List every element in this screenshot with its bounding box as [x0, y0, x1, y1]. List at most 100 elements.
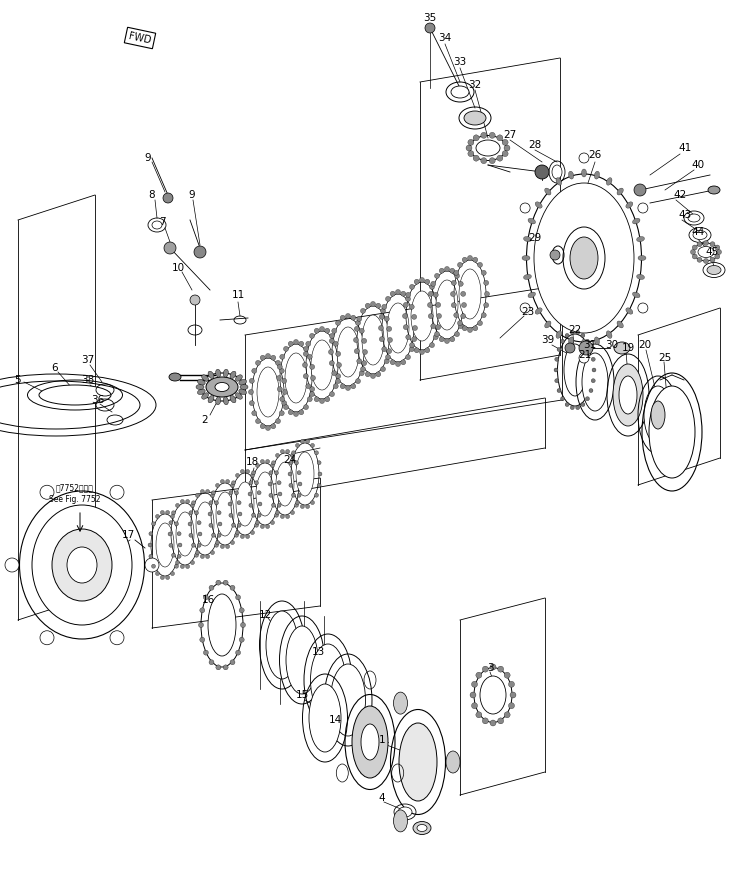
- Circle shape: [303, 362, 308, 367]
- Circle shape: [276, 418, 281, 424]
- Ellipse shape: [198, 389, 205, 395]
- Circle shape: [223, 665, 228, 670]
- Ellipse shape: [545, 321, 551, 328]
- Circle shape: [176, 560, 179, 565]
- Circle shape: [483, 718, 488, 724]
- Circle shape: [390, 360, 395, 365]
- Circle shape: [386, 326, 391, 332]
- Circle shape: [473, 155, 479, 161]
- Ellipse shape: [617, 188, 623, 195]
- Circle shape: [217, 510, 221, 515]
- Ellipse shape: [362, 315, 384, 365]
- Ellipse shape: [569, 337, 574, 345]
- Circle shape: [303, 352, 308, 356]
- Circle shape: [281, 401, 286, 406]
- Circle shape: [225, 545, 230, 548]
- Circle shape: [148, 543, 152, 547]
- Ellipse shape: [198, 380, 205, 385]
- Ellipse shape: [152, 221, 162, 229]
- Circle shape: [160, 575, 165, 580]
- Circle shape: [693, 254, 697, 259]
- Text: 40: 40: [691, 160, 704, 170]
- Circle shape: [311, 444, 314, 447]
- Text: 1: 1: [378, 735, 386, 745]
- Circle shape: [277, 481, 281, 485]
- Circle shape: [386, 349, 391, 353]
- Circle shape: [255, 360, 260, 366]
- Circle shape: [561, 396, 564, 401]
- Circle shape: [232, 481, 235, 485]
- Text: 33: 33: [453, 57, 467, 67]
- Text: 17: 17: [121, 530, 135, 540]
- Ellipse shape: [330, 664, 365, 736]
- Circle shape: [498, 718, 504, 724]
- Ellipse shape: [202, 393, 208, 399]
- Circle shape: [490, 720, 496, 726]
- Circle shape: [403, 303, 408, 307]
- Circle shape: [169, 543, 173, 547]
- Circle shape: [295, 503, 298, 507]
- Circle shape: [40, 485, 54, 499]
- Circle shape: [216, 540, 219, 545]
- Circle shape: [281, 450, 284, 453]
- Circle shape: [195, 494, 200, 497]
- Circle shape: [332, 371, 337, 375]
- Ellipse shape: [534, 183, 634, 333]
- Circle shape: [303, 374, 308, 379]
- Circle shape: [386, 354, 391, 360]
- Circle shape: [295, 501, 300, 504]
- Circle shape: [211, 533, 216, 538]
- Circle shape: [710, 257, 715, 262]
- Circle shape: [354, 326, 359, 332]
- Circle shape: [149, 531, 153, 536]
- Ellipse shape: [614, 342, 630, 354]
- Ellipse shape: [535, 202, 542, 208]
- Ellipse shape: [476, 140, 500, 156]
- Ellipse shape: [417, 824, 427, 831]
- Circle shape: [305, 341, 311, 346]
- Circle shape: [335, 374, 340, 379]
- Ellipse shape: [169, 373, 181, 381]
- Circle shape: [246, 534, 249, 538]
- Ellipse shape: [633, 218, 640, 224]
- Circle shape: [354, 349, 359, 353]
- Circle shape: [462, 257, 467, 262]
- Ellipse shape: [257, 367, 279, 417]
- Text: 18: 18: [246, 457, 259, 467]
- Circle shape: [555, 379, 558, 382]
- Circle shape: [481, 313, 486, 317]
- Circle shape: [410, 284, 415, 289]
- Circle shape: [468, 151, 474, 157]
- Ellipse shape: [619, 376, 637, 414]
- Circle shape: [461, 314, 466, 318]
- Circle shape: [235, 474, 240, 477]
- Ellipse shape: [626, 308, 633, 314]
- Circle shape: [333, 341, 338, 346]
- Text: 31: 31: [583, 340, 596, 350]
- Circle shape: [402, 313, 408, 318]
- Circle shape: [270, 355, 276, 360]
- Ellipse shape: [545, 188, 551, 195]
- Circle shape: [638, 203, 648, 213]
- Ellipse shape: [638, 255, 646, 260]
- Circle shape: [295, 460, 298, 465]
- Ellipse shape: [582, 339, 587, 347]
- Circle shape: [249, 503, 253, 507]
- Circle shape: [223, 581, 228, 585]
- Circle shape: [467, 327, 472, 332]
- Circle shape: [303, 346, 308, 352]
- Circle shape: [554, 368, 558, 372]
- Circle shape: [277, 364, 282, 369]
- Circle shape: [710, 242, 715, 246]
- Ellipse shape: [651, 401, 665, 429]
- Circle shape: [260, 355, 265, 360]
- Ellipse shape: [387, 303, 409, 353]
- Circle shape: [468, 139, 474, 146]
- Circle shape: [40, 631, 54, 645]
- Text: 7: 7: [159, 217, 165, 227]
- Ellipse shape: [352, 706, 388, 778]
- Circle shape: [561, 339, 564, 343]
- Ellipse shape: [528, 292, 536, 297]
- Circle shape: [280, 354, 285, 360]
- Circle shape: [504, 672, 510, 678]
